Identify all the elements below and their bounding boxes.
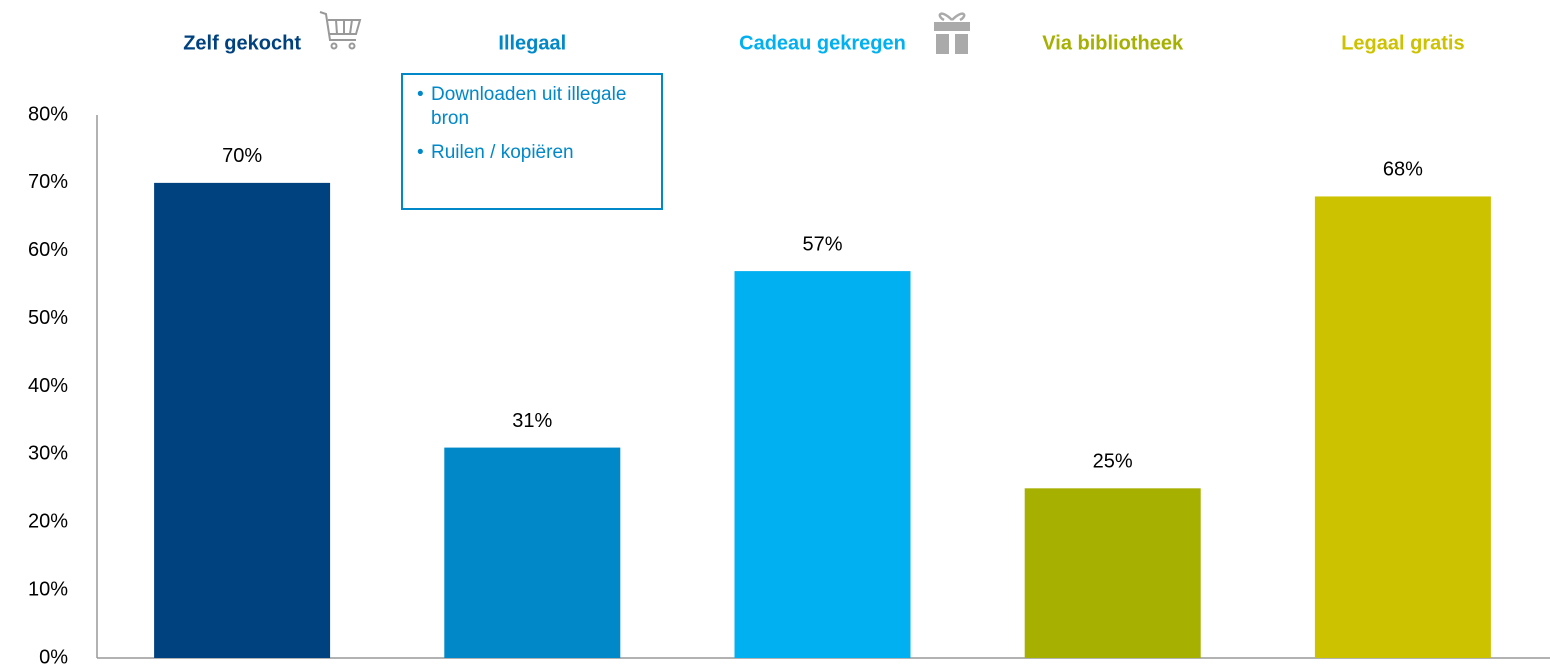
- y-tick-label: 50%: [28, 307, 68, 329]
- value-label: 57%: [802, 233, 842, 255]
- bar: [1024, 488, 1201, 658]
- category-label: Zelf gekocht: [183, 32, 301, 54]
- y-tick-label: 0%: [39, 646, 68, 668]
- category-label: Legaal gratis: [1341, 32, 1464, 54]
- y-tick-label: 10%: [28, 578, 68, 600]
- y-tick-label: 80%: [28, 103, 68, 125]
- cart-icon: [319, 11, 362, 50]
- category-label: Illegaal: [498, 32, 566, 54]
- value-label: 25%: [1093, 451, 1133, 473]
- value-label: 31%: [512, 410, 552, 432]
- value-label: 70%: [222, 145, 262, 167]
- annotation-list: Downloaden uit illegale bron Ruilen / ko…: [413, 83, 651, 165]
- y-tick-label: 70%: [28, 171, 68, 193]
- bar: [154, 182, 331, 658]
- category-label: Cadeau gekregen: [739, 32, 906, 54]
- annotation-item: Downloaden uit illegale bron: [417, 83, 651, 131]
- bar: [444, 447, 621, 658]
- bar: [734, 271, 911, 658]
- annotation-box: Downloaden uit illegale bron Ruilen / ko…: [401, 73, 663, 210]
- category-label: Via bibliotheek: [1042, 32, 1184, 54]
- annotation-item: Ruilen / kopiëren: [417, 141, 651, 165]
- y-tick-label: 40%: [28, 375, 68, 397]
- value-label: 68%: [1383, 159, 1423, 181]
- gift-icon: [934, 12, 970, 54]
- y-tick-label: 60%: [28, 239, 68, 261]
- y-tick-label: 30%: [28, 443, 68, 465]
- y-tick-label: 20%: [28, 511, 68, 533]
- bar: [1314, 196, 1491, 658]
